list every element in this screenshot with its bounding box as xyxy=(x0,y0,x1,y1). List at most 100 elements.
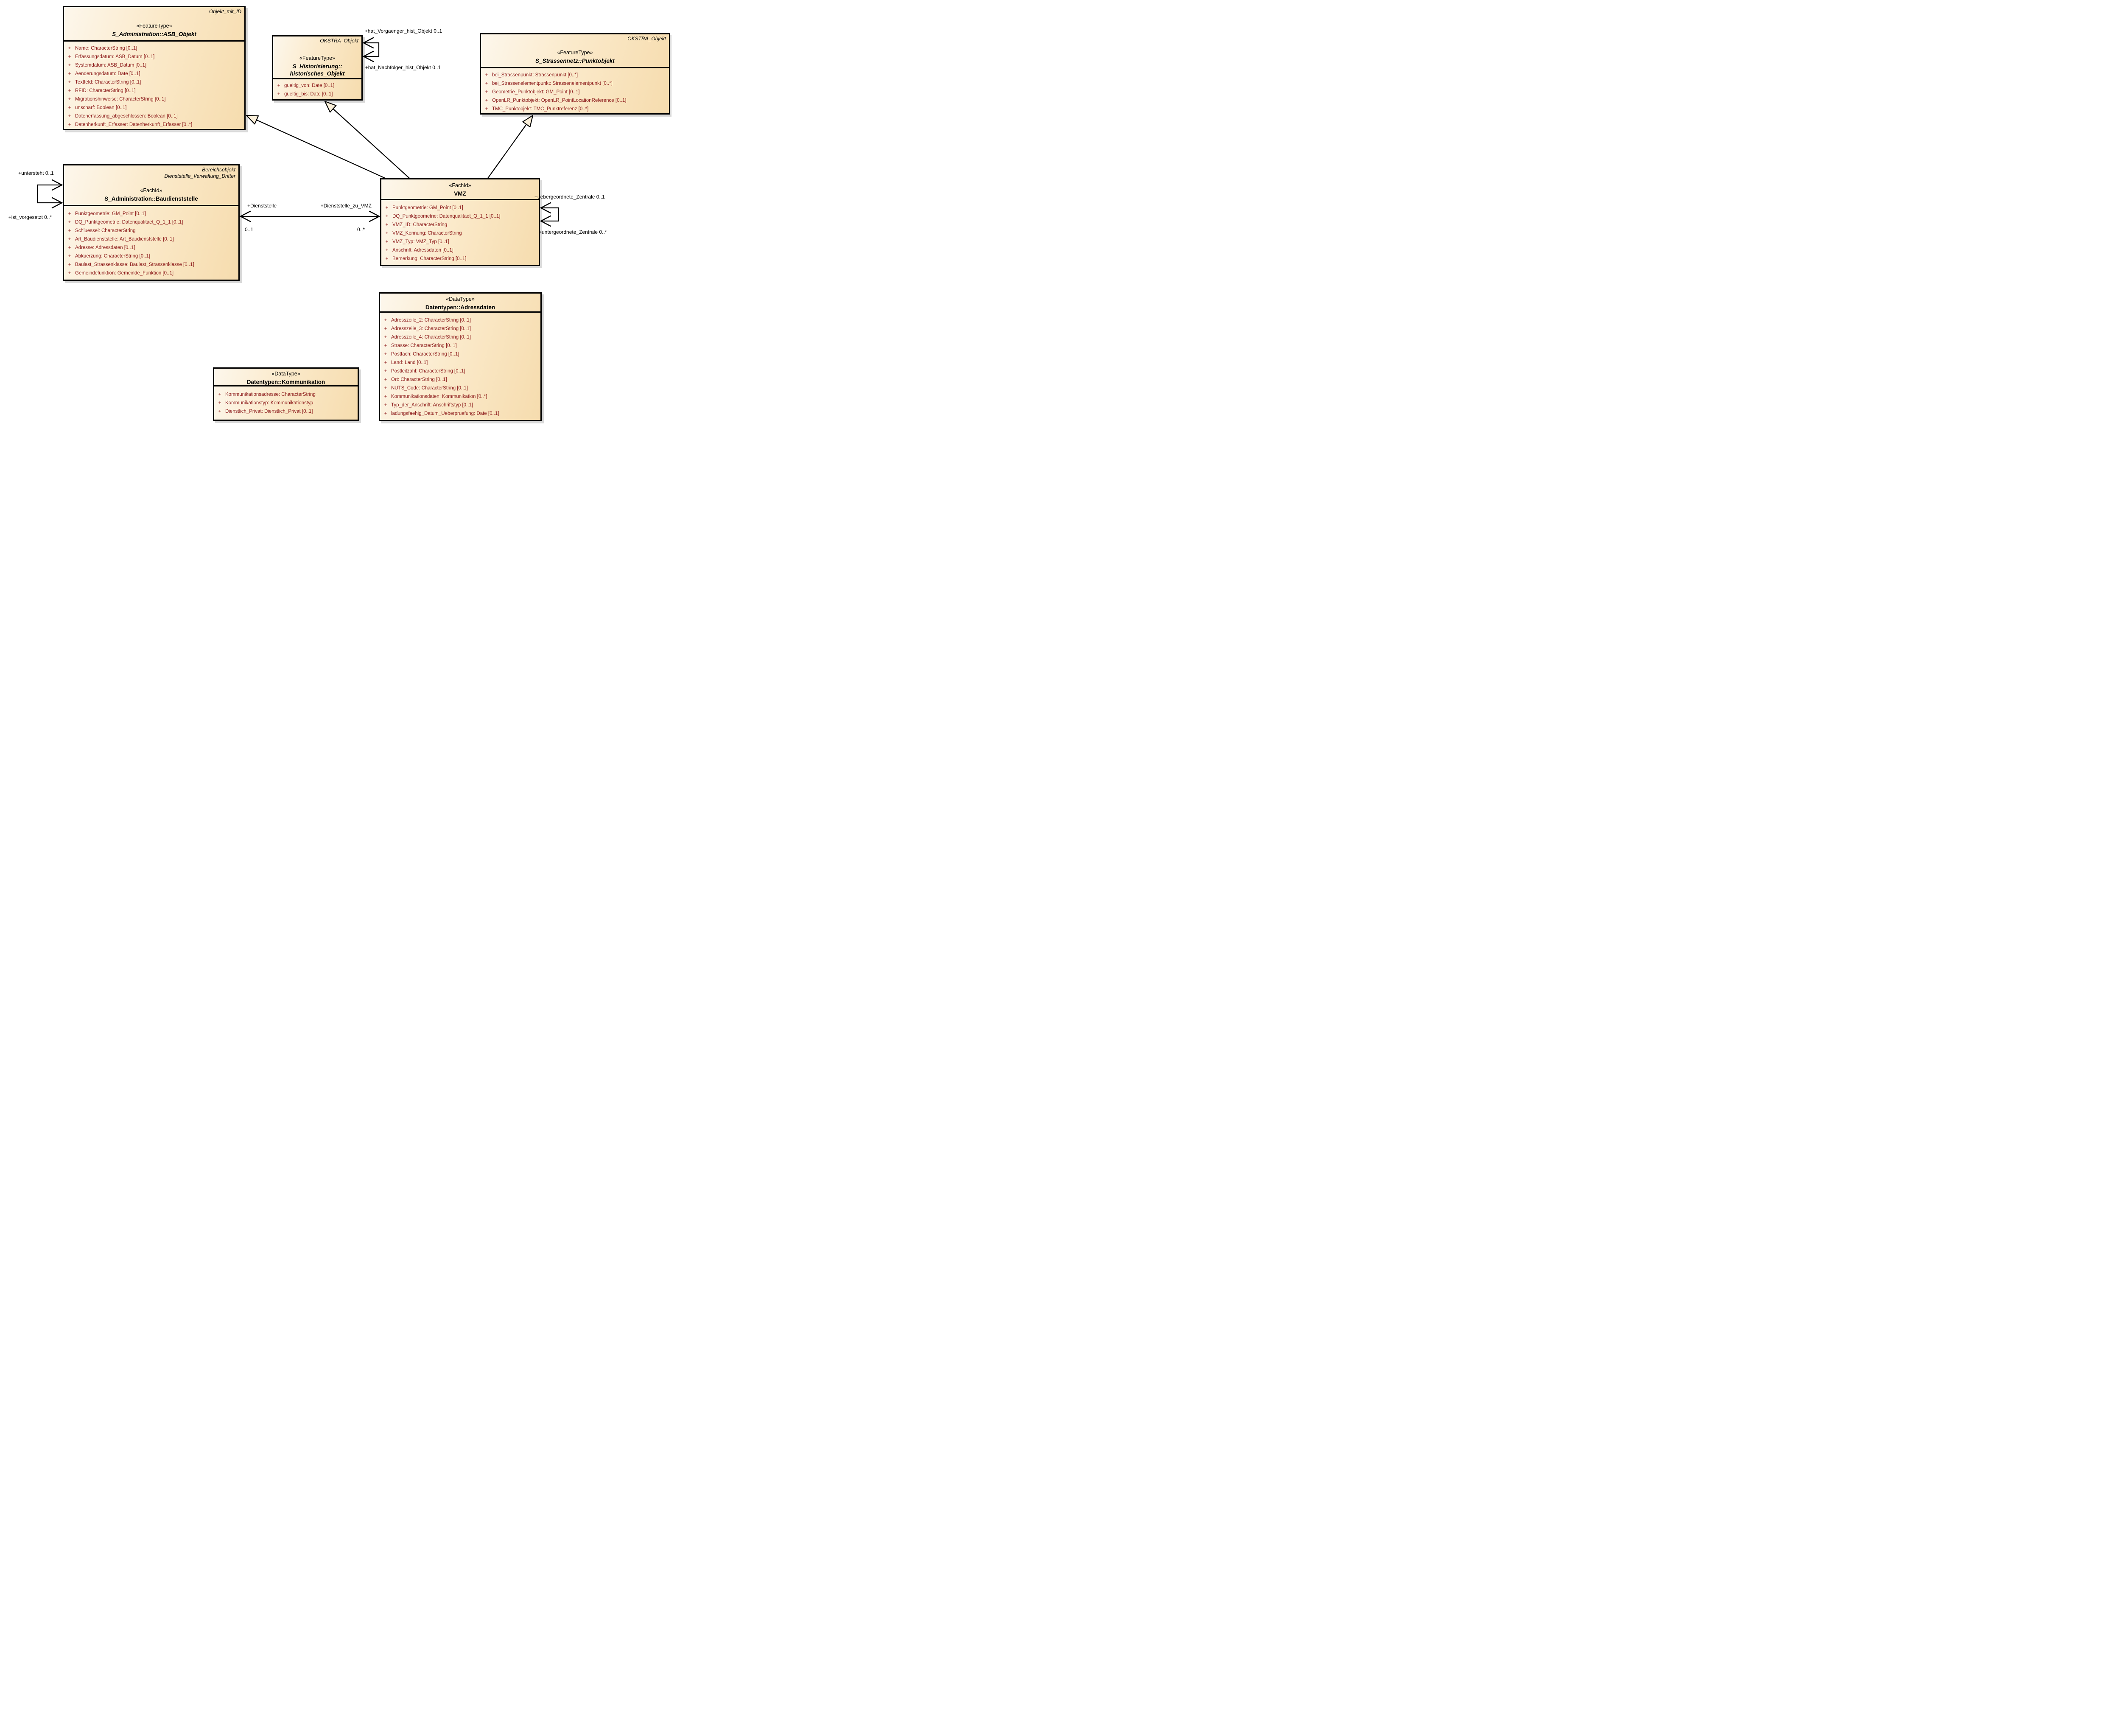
attribute-row: + Schluessel: CharacterString xyxy=(64,227,238,235)
class-stereotype: «DataType» xyxy=(446,296,475,302)
attribute-text: Datenherkunft_Erfasser: Datenherkunft_Er… xyxy=(75,122,193,127)
class-asb-objekt[interactable]: Objekt_mit_ID «FeatureType» S_Administra… xyxy=(63,6,246,130)
open-arrow-icon xyxy=(369,210,381,222)
class-header: OKSTRA_Objekt «FeatureType» S_Historisie… xyxy=(273,36,361,78)
attribute-row: + NUTS_Code: CharacterString [0..1] xyxy=(380,384,540,392)
visibility-icon: + xyxy=(384,318,387,323)
attribute-compartment: + Adresszeile_2: CharacterString [0..1] +… xyxy=(380,311,540,418)
attribute-compartment: + Punktgeometrie: GM_Point [0..1] + DQ_Pun… xyxy=(64,205,238,277)
attribute-row: + gueltig_bis: Date [0..1] xyxy=(273,90,361,98)
attribute-row: + Punktgeometrie: GM_Point [0..1] xyxy=(381,204,539,212)
attribute-row: + Strasse: CharacterString [0..1] xyxy=(380,342,540,350)
visibility-icon: + xyxy=(277,83,280,88)
attribute-text: DQ_Punktgeometrie: Datenqualitaet_Q_1_1 … xyxy=(75,220,183,225)
visibility-icon: + xyxy=(68,211,71,216)
class-name: Datentypen::Adressdaten xyxy=(425,304,495,311)
attribute-text: Punktgeometrie: GM_Point [0..1] xyxy=(75,211,146,216)
class-vmz[interactable]: «FachId» VMZ + Punktgeometrie: GM_Point [… xyxy=(380,178,540,266)
visibility-icon: + xyxy=(68,254,71,259)
multiplicity-label: 0..1 xyxy=(245,227,253,232)
class-punktobjekt[interactable]: OKSTRA_Objekt «FeatureType» S_Strassenne… xyxy=(480,33,670,115)
visibility-icon: + xyxy=(384,352,387,357)
uml-diagram-canvas: Objekt_mit_ID «FeatureType» S_Administra… xyxy=(0,0,672,434)
attribute-text: Land: Land [0..1] xyxy=(391,360,428,365)
class-stereotype: «FeatureType» xyxy=(299,55,336,61)
visibility-icon: + xyxy=(385,205,389,210)
visibility-icon: + xyxy=(68,88,71,93)
visibility-icon: + xyxy=(385,222,389,227)
attribute-text: Name: CharacterString [0..1] xyxy=(75,46,137,51)
attribute-text: Ort: CharacterString [0..1] xyxy=(391,377,447,382)
attribute-text: VMZ_Typ: VMZ_Typ [0..1] xyxy=(392,239,449,244)
visibility-icon: + xyxy=(68,54,71,59)
role-label-hat-nachfolger: +hat_Nachfolger_hist_Objekt 0..1 xyxy=(365,64,441,70)
visibility-icon: + xyxy=(68,228,71,233)
visibility-icon: + xyxy=(68,237,71,242)
open-arrow-icon xyxy=(362,50,374,62)
visibility-icon: + xyxy=(384,343,387,348)
attribute-row: + Adresse: Adressdaten [0..1] xyxy=(64,244,238,252)
attribute-text: Kommunikationsdaten: Kommunikation [0..*… xyxy=(391,394,487,399)
class-stereotype: «DataType» xyxy=(271,371,300,377)
class-header: «FachId» VMZ xyxy=(381,179,539,199)
class-adressdaten[interactable]: «DataType» Datentypen::Adressdaten + Adre… xyxy=(379,292,542,421)
attribute-text: Gemeindefunktion: Gemeinde_Funktion [0..… xyxy=(75,271,174,276)
attribute-row: + Ort: CharacterString [0..1] xyxy=(380,375,540,384)
visibility-icon: + xyxy=(385,256,389,261)
attribute-row: + TMC_Punktobjekt: TMC_Punktreferenz [0..… xyxy=(481,105,669,113)
class-stereotype: «FachId» xyxy=(140,188,162,193)
attribute-row: + Kommunikationsadresse: CharacterString xyxy=(214,390,358,399)
attribute-row: + Erfassungsdatum: ASB_Datum [0..1] xyxy=(64,53,244,61)
open-arrow-icon xyxy=(239,210,251,222)
role-label-untergeordnete-zentrale: +untergeordnete_Zentrale 0..* xyxy=(539,229,607,235)
role-label-untersteht: +untersteht 0..1 xyxy=(18,170,54,176)
class-historisches-objekt[interactable]: OKSTRA_Objekt «FeatureType» S_Historisie… xyxy=(272,35,363,101)
visibility-icon: + xyxy=(384,369,387,374)
generalization-arrow-icon xyxy=(522,115,534,128)
attribute-text: bei_Strassenpunkt: Strassenpunkt [0..*] xyxy=(492,73,578,78)
open-arrow-icon xyxy=(540,202,551,214)
class-name: VMZ xyxy=(454,190,466,197)
visibility-icon: + xyxy=(68,220,71,225)
role-label-hat-vorgaenger: +hat_Vorgaenger_hist_Objekt 0..1 xyxy=(365,28,442,34)
attribute-row: + Systemdatum: ASB_Datum [0..1] xyxy=(64,61,244,70)
class-header: Objekt_mit_ID «FeatureType» S_Administra… xyxy=(64,7,244,40)
visibility-icon: + xyxy=(385,231,389,236)
open-arrow-icon xyxy=(51,179,63,191)
role-label-dienststelle: +Dienststelle xyxy=(247,203,277,209)
visibility-icon: + xyxy=(384,377,387,382)
visibility-icon: + xyxy=(485,106,488,112)
generalization-arrow-icon xyxy=(246,115,259,125)
attribute-row: + Abkuerzung: CharacterString [0..1] xyxy=(64,252,238,260)
attribute-row: + VMZ_Typ: VMZ_Typ [0..1] xyxy=(381,238,539,246)
attribute-row: + Baulast_Strassenklasse: Baulast_Strasse… xyxy=(64,260,238,269)
class-header: OKSTRA_Objekt «FeatureType» S_Strassenne… xyxy=(481,34,669,67)
attribute-compartment: + Punktgeometrie: GM_Point [0..1] + DQ_Pun… xyxy=(381,199,539,263)
attribute-text: ladungsfaehig_Datum_Ueberpruefung: Date … xyxy=(391,411,499,416)
class-name-line2: historisches_Objekt xyxy=(290,70,345,77)
attribute-text: TMC_Punktobjekt: TMC_Punktreferenz [0..*… xyxy=(492,106,589,112)
open-arrow-icon xyxy=(362,37,374,49)
visibility-icon: + xyxy=(68,71,71,76)
class-kommunikation[interactable]: «DataType» Datentypen::Kommunikation + Ko… xyxy=(213,367,359,421)
attribute-text: Bemerkung: CharacterString [0..1] xyxy=(392,256,467,261)
attribute-text: Geometrie_Punktobjekt: GM_Point [0..1] xyxy=(492,90,580,95)
attribute-text: Dienstlich_Privat: Dienstlich_Privat [0.… xyxy=(225,409,313,414)
generalization-vmz-to-historisches-objekt xyxy=(324,101,410,179)
attribute-text: Baulast_Strassenklasse: Baulast_Strassen… xyxy=(75,262,194,267)
attribute-text: RFID: CharacterString [0..1] xyxy=(75,88,136,93)
attribute-row: + Anschrift: Adressdaten [0..1] xyxy=(381,246,539,255)
attribute-text: Postleitzahl: CharacterString [0..1] xyxy=(391,369,465,374)
class-baudienststelle[interactable]: Bereichsobjekt Dienststelle_Verwaltung_D… xyxy=(63,164,240,281)
class-tagline: OKSTRA_Objekt xyxy=(320,38,358,44)
attribute-row: + ladungsfaehig_Datum_Ueberpruefung: Date… xyxy=(380,409,540,418)
attribute-text: OpenLR_Punktobjekt: OpenLR_PointLocation… xyxy=(492,98,627,103)
attribute-text: Schluessel: CharacterString xyxy=(75,228,136,233)
visibility-icon: + xyxy=(68,122,71,127)
attribute-text: DQ_Punktgeometrie: Datenqualitaet_Q_1_1 … xyxy=(392,214,501,219)
visibility-icon: + xyxy=(485,73,488,78)
visibility-icon: + xyxy=(485,81,488,86)
visibility-icon: + xyxy=(384,386,387,391)
attribute-text: Datenerfassung_abgeschlossen: Boolean [0… xyxy=(75,114,178,119)
attribute-text: gueltig_von: Date [0..1] xyxy=(284,83,335,88)
